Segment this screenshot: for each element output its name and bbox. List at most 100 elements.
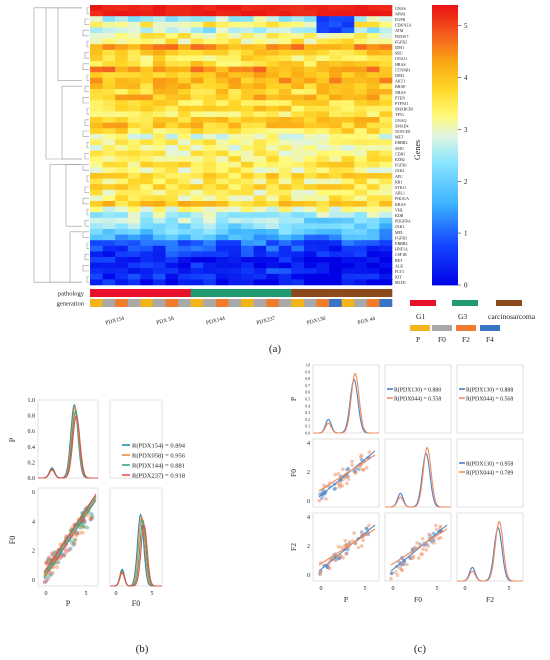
heatmap-cell xyxy=(115,139,129,146)
legend-label: R(PDX144) = 0.881 xyxy=(132,463,185,470)
heatmap-cell xyxy=(316,245,330,252)
heatmap-cell xyxy=(115,268,129,275)
heatmap-cell xyxy=(165,229,179,235)
heatmap-cell xyxy=(354,61,368,67)
scatter-point xyxy=(389,576,393,581)
generation-cell xyxy=(341,299,355,307)
heatmap-cell xyxy=(266,5,280,11)
y-tick-label: 0.4 xyxy=(305,404,310,408)
heatmap-cell xyxy=(127,279,141,286)
heatmap-cell xyxy=(178,229,191,235)
heatmap-cell xyxy=(140,145,154,151)
heatmap-cell xyxy=(102,128,116,135)
scatter-point xyxy=(85,525,90,530)
heatmap-cell xyxy=(366,83,380,90)
heatmap-cell xyxy=(241,61,254,67)
heatmap-cell xyxy=(127,83,141,90)
heatmap-cell xyxy=(215,83,229,90)
heatmap-cell xyxy=(228,156,242,163)
scatter-point xyxy=(353,471,358,475)
y-tick-label: 2 xyxy=(307,544,310,550)
scatter-point xyxy=(55,555,60,561)
heatmap-cell xyxy=(354,10,368,17)
heatmap-cell xyxy=(303,229,317,235)
heatmap-cell xyxy=(165,16,179,23)
heatmap-cell xyxy=(178,128,191,135)
scatter-point xyxy=(367,523,371,528)
heatmap-cell xyxy=(266,10,280,17)
heatmap-cell xyxy=(127,5,141,11)
heatmap-cell xyxy=(190,251,204,258)
kde-line xyxy=(385,452,451,508)
scatter-point xyxy=(390,571,394,575)
heatmap-cell xyxy=(266,21,280,28)
heatmap-cell xyxy=(127,217,141,224)
heatmap-cell xyxy=(341,27,355,34)
heatmap-cell xyxy=(215,145,229,151)
colorbar-step xyxy=(432,254,458,258)
heatmap-cell xyxy=(152,66,166,73)
heatmap-cell xyxy=(90,83,103,90)
heatmap-cell xyxy=(291,150,305,157)
heatmap-cell xyxy=(379,178,393,185)
heatmap-cell xyxy=(354,161,368,168)
heatmap-cell xyxy=(140,240,154,247)
heatmap-cell xyxy=(329,223,342,230)
dendrogram-branch xyxy=(84,153,89,160)
heatmap-cell xyxy=(215,195,229,202)
heatmap-cell xyxy=(90,251,103,258)
y-tick-label: 0 xyxy=(307,499,310,505)
heatmap-cell xyxy=(115,77,129,84)
heatmap-cell xyxy=(190,262,204,269)
colorbar-step xyxy=(432,142,458,146)
heatmap-cell xyxy=(316,16,330,23)
heatmap-cell xyxy=(278,72,292,79)
heatmap-cell xyxy=(341,33,355,39)
heatmap-cell xyxy=(329,139,342,146)
heatmap-cell xyxy=(253,61,267,67)
heatmap-cell xyxy=(329,61,342,67)
heatmap-cell xyxy=(90,161,103,168)
heatmap-cell xyxy=(190,245,204,252)
colorbar-step xyxy=(432,53,458,57)
scatter-point xyxy=(361,538,365,543)
heatmap-cell xyxy=(178,5,191,11)
heatmap-cell xyxy=(241,167,254,174)
heatmap-cell xyxy=(203,150,217,157)
gene-label: GNAQ xyxy=(395,118,407,123)
y-tick-label: 0 xyxy=(307,573,310,579)
scatter-point xyxy=(72,541,77,546)
heatmap-cell xyxy=(241,117,254,123)
gene-label: GNAS xyxy=(395,6,406,11)
colorbar-step xyxy=(432,264,458,268)
heatmap-cell xyxy=(354,257,368,263)
heatmap-cell xyxy=(165,150,179,157)
heatmap-cell xyxy=(127,94,141,101)
heatmap-cell xyxy=(366,16,380,23)
heatmap-cell xyxy=(152,83,166,90)
subplot-frame xyxy=(456,438,524,508)
heatmap-cell xyxy=(354,33,368,39)
heatmap-cell xyxy=(102,66,116,73)
heatmap-cell xyxy=(341,212,355,219)
heatmap-cell xyxy=(165,94,179,101)
heatmap-cell xyxy=(215,27,229,34)
panel-labels: (a)(b) (c) xyxy=(136,343,427,655)
heatmap-cell xyxy=(228,44,242,51)
y-tick-label: 0.9 xyxy=(305,370,310,374)
panel-label-a: (a) xyxy=(269,343,282,355)
heatmap-cell xyxy=(140,55,154,62)
heatmap-cell xyxy=(90,111,103,118)
legend-label: R(PDX044) = 0.558 xyxy=(394,396,441,403)
heatmap-cell xyxy=(165,262,179,269)
colorbar-step xyxy=(432,167,458,171)
pathology-cell xyxy=(278,289,292,297)
colorbar-step xyxy=(432,211,458,215)
heatmap-cell xyxy=(152,189,166,196)
scatter-point xyxy=(336,544,341,549)
heatmap-cell xyxy=(341,234,355,241)
heatmap-cell xyxy=(215,240,229,247)
heatmap-cell xyxy=(366,89,380,95)
heatmap-cell xyxy=(316,195,330,202)
heatmap-cell xyxy=(241,94,254,101)
